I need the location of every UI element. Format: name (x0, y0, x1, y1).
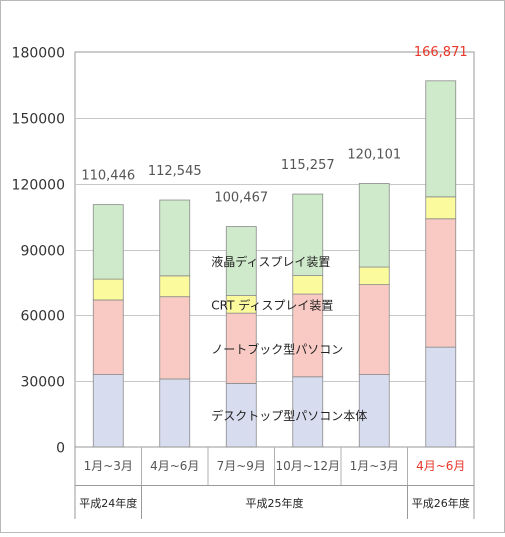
y-tick-label: 60000 (20, 309, 65, 325)
total-label: 112,545 (148, 164, 202, 179)
bar-segment (159, 275, 191, 298)
bar-segment (292, 193, 324, 277)
bar-segment (358, 183, 390, 268)
category-label: 1月~3月 (350, 459, 399, 473)
bar-segment (92, 204, 124, 280)
bar-segment (425, 346, 457, 448)
bar-segment (425, 196, 457, 220)
total-label: 166,871 (414, 45, 468, 60)
category-label: 4月~6月 (150, 459, 199, 473)
series-label: 液晶ディスプレイ装置 (211, 254, 330, 269)
category-label: 7月~9月 (217, 459, 266, 473)
bar-segment (425, 80, 457, 198)
bar-segment (358, 266, 390, 286)
y-tick-label: 120000 (12, 178, 65, 194)
bar-segment (92, 299, 124, 375)
y-tick-label: 90000 (20, 244, 65, 260)
bar-segment (225, 312, 257, 384)
bar-segment (358, 284, 390, 375)
series-label: CRT ディスプレイ装置 (211, 297, 333, 312)
bar-segment (92, 278, 124, 301)
year-group-label: 平成26年度 (412, 496, 470, 510)
total-label: 110,446 (81, 169, 135, 184)
bar-segment (159, 199, 191, 277)
bar-segment (159, 296, 191, 380)
plot-area (74, 51, 475, 448)
total-label: 120,101 (347, 147, 401, 162)
bar-segment (92, 374, 124, 448)
bar-segment (292, 293, 324, 378)
bar-segment (225, 382, 257, 448)
bar-segment (159, 378, 191, 448)
bar-segment (225, 226, 257, 296)
year-group-label: 平成25年度 (246, 496, 304, 510)
category-label: 10月~12月 (275, 459, 340, 473)
total-label: 100,467 (214, 191, 268, 206)
total-label: 115,257 (281, 158, 335, 173)
y-tick-label: 180000 (12, 46, 65, 62)
bar-segment (292, 376, 324, 448)
bar-segment (425, 218, 457, 348)
series-label: デスクトップ型パソコン本体 (211, 408, 367, 423)
y-tick-label: 0 (56, 441, 65, 457)
bar-segment (292, 275, 324, 295)
category-label: 4月~6月 (416, 459, 465, 473)
y-tick-label: 150000 (12, 112, 65, 128)
y-tick-label: 30000 (20, 375, 65, 391)
category-label: 1月~3月 (84, 459, 133, 473)
series-label: ノートブック型パソコン (211, 341, 343, 356)
year-group-label: 平成24年度 (79, 496, 137, 510)
